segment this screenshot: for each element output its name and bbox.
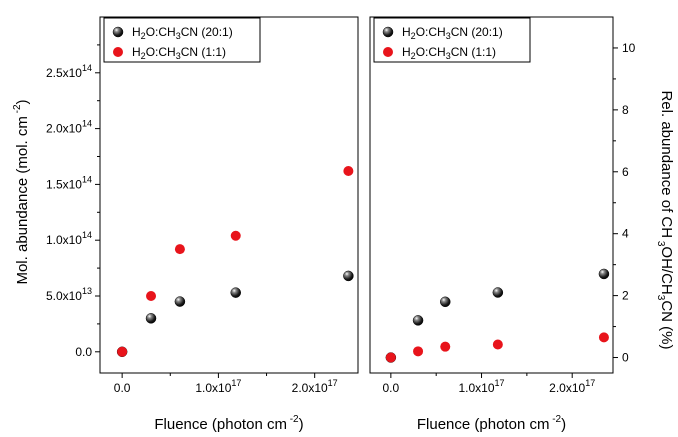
- legend-entry-label: H2O:CH3CN (1:1): [402, 45, 496, 61]
- data-point-series-1: [230, 287, 241, 298]
- legend-box: [373, 17, 531, 63]
- legend-entry-label: H2O:CH3CN (20:1): [402, 25, 503, 41]
- y-tick-label: 4: [622, 227, 629, 241]
- data-point-series-1: [598, 268, 610, 280]
- right-chart-panel: 0.0 1.0x1017 2.0x1017 0 2 4 6 8 10 Fluence (photo…: [369, 16, 675, 433]
- y-tick-label: 2.5x1014: [46, 63, 92, 80]
- x-tick-label: 1.0x1017: [459, 378, 505, 395]
- data-point-series-2: [492, 339, 503, 350]
- y-axis-label: Rel. abundance of CH 3OH/CH3CN (%): [655, 90, 675, 349]
- y-tick-label: 0.0: [75, 345, 92, 359]
- plot-frame: [369, 16, 614, 374]
- legend-entry-label: H2O:CH3CN (1:1): [132, 45, 226, 61]
- y-axis-label: Mol. abundance (mol. cm -2): [12, 99, 31, 284]
- data-point-series-1: [492, 287, 504, 298]
- y-tick-label: 5.0x1013: [46, 286, 92, 303]
- x-tick-label: 0.0: [383, 381, 400, 395]
- data-point-series-1: [145, 313, 157, 324]
- legend-marker: [382, 26, 394, 38]
- data-point-series-2: [598, 332, 609, 343]
- y-tick-label: 8: [622, 103, 629, 117]
- data-point-series-2: [343, 166, 354, 177]
- data-point-series-2: [385, 352, 396, 363]
- data-point-series-2: [174, 244, 185, 255]
- data-point-series-1: [440, 296, 451, 308]
- y-tick-label: 6: [622, 165, 629, 179]
- legend-marker: [113, 47, 123, 57]
- legend-entry-label: H2O:CH3CN (20:1): [132, 25, 233, 41]
- x-axis-label: Fluence (photon cm -2): [417, 414, 566, 433]
- y-tick-label: 0: [622, 351, 629, 365]
- y-tick-label: 10: [622, 41, 636, 55]
- legend-box: [103, 17, 261, 63]
- data-point-series-2: [413, 346, 424, 357]
- data-point-series-1: [174, 296, 186, 307]
- y-tick-label: 2.0x1014: [46, 119, 92, 136]
- y-tick-label: 1.5x1014: [46, 174, 92, 191]
- data-point-series-2: [230, 230, 241, 241]
- data-point-series-2: [146, 290, 157, 301]
- x-axis-label: Fluence (photon cm -2): [154, 414, 303, 433]
- x-tick-label: 2.0x1017: [549, 378, 595, 395]
- data-point-series-1: [343, 270, 354, 282]
- data-point-series-2: [440, 341, 451, 352]
- x-tick-label: 1.0x1017: [195, 378, 241, 395]
- legend-marker: [383, 47, 393, 57]
- y-tick-label: 1.0x1014: [46, 230, 92, 247]
- x-tick-label: 2.0x1017: [292, 378, 338, 395]
- data-point-series-2: [117, 346, 128, 357]
- x-tick-label: 0.0: [114, 381, 131, 395]
- data-point-series-1: [412, 315, 424, 326]
- y-tick-label: 2: [622, 289, 629, 303]
- legend-marker: [112, 26, 124, 38]
- plot-frame: [99, 16, 359, 374]
- left-chart-panel: 0.0 1.0x1017 2.0x1017 0.0 5.0x1013 1.0x1014 1.…: [12, 16, 359, 433]
